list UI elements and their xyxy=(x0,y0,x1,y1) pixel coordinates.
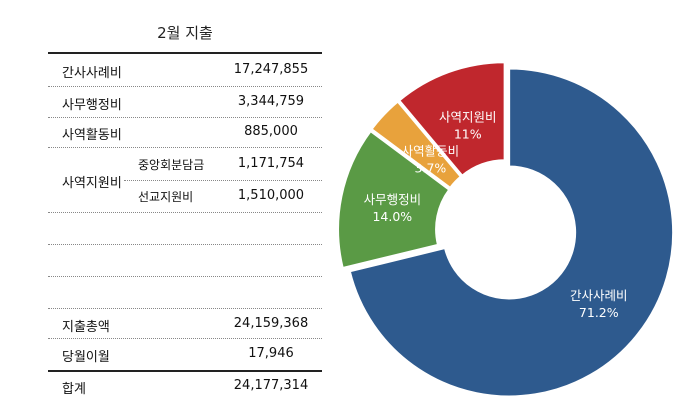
row-value-activity: 885,000 xyxy=(244,124,298,139)
slice-label-name-3: 사역지원비 xyxy=(439,110,497,125)
row-label-total-expense: 지출총액 xyxy=(62,320,110,335)
subrow-label-mission: 선교지원비 xyxy=(138,190,194,204)
slice-label-value-2: 3.7% xyxy=(415,161,447,176)
slice-label-value-3: 11% xyxy=(454,127,482,142)
row-divider xyxy=(48,147,322,148)
row-divider xyxy=(48,276,322,277)
row-divider xyxy=(48,86,322,87)
slice-label-value-1: 14.0% xyxy=(372,209,412,224)
row-label-activity: 사역활동비 xyxy=(62,128,122,143)
row-label-admin: 사무행정비 xyxy=(62,98,122,113)
slice-2 xyxy=(370,100,463,190)
row-value-admin: 3,344,759 xyxy=(237,94,305,109)
row-divider xyxy=(48,308,322,309)
row-label-carryover: 당월이월 xyxy=(62,350,110,365)
row-divider xyxy=(48,212,322,213)
subrow-value-mission: 1,510,000 xyxy=(237,188,305,203)
row-label-salary: 간사사례비 xyxy=(62,66,122,81)
slice-3 xyxy=(397,61,506,178)
row-label-support: 사역지원비 xyxy=(62,176,122,191)
slice-label-value-0: 71.2% xyxy=(579,305,619,320)
row-value-total-expense: 24,159,368 xyxy=(233,316,309,331)
row-divider xyxy=(48,117,322,118)
total-rule xyxy=(48,370,322,372)
slice-0 xyxy=(348,67,675,398)
subrow-value-central: 1,171,754 xyxy=(237,156,305,171)
subrow-label-central: 중앙회분담금 xyxy=(138,158,205,172)
slice-label-name-1: 사무행정비 xyxy=(364,192,422,207)
row-value-salary: 17,247,855 xyxy=(233,62,309,77)
row-label-sum: 합계 xyxy=(62,382,86,397)
table-title: 2월 지출 xyxy=(157,24,213,42)
row-value-sum: 24,177,314 xyxy=(233,378,309,393)
table-top-rule xyxy=(48,52,322,54)
slice-label-name-2: 사역활동비 xyxy=(402,144,460,159)
subrow-divider xyxy=(124,180,322,181)
row-divider xyxy=(48,338,322,339)
donut-chart: 간사사례비 71.2% 사무행정비 14.0% 사역활동비 3.7% 사역지원비 11% xyxy=(337,61,675,398)
row-value-carryover: 17,946 xyxy=(248,346,294,361)
slice-label-name-0: 간사사례비 xyxy=(570,288,628,303)
row-divider xyxy=(48,244,322,245)
slice-1 xyxy=(337,129,451,270)
